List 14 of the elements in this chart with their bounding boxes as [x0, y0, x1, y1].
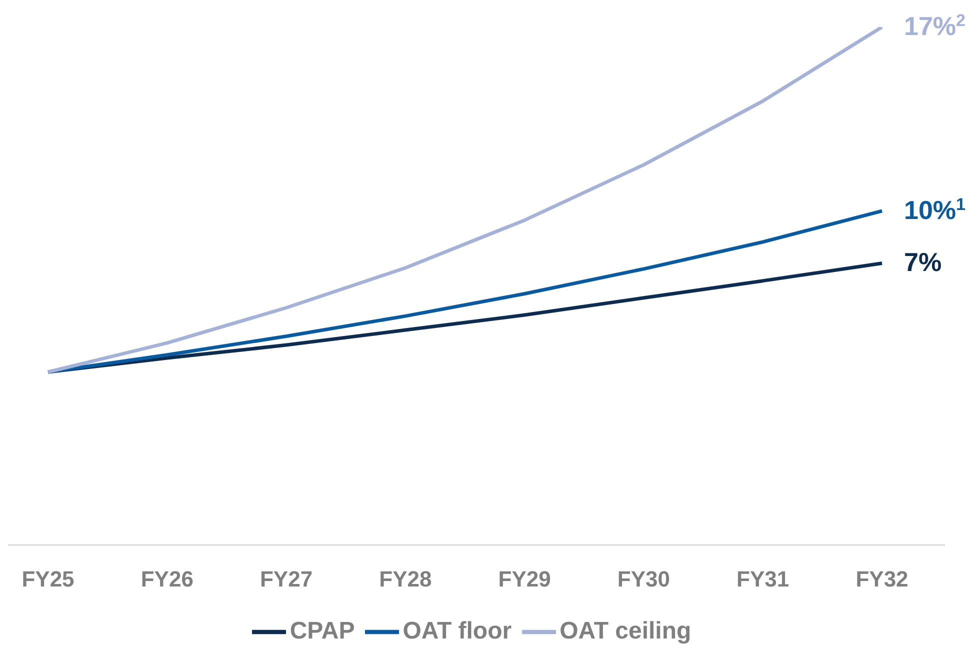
- x-tick-label: FY31: [736, 566, 790, 592]
- x-tick-label: FY29: [498, 566, 551, 592]
- annotation: 10%$^{1}$: [904, 194, 966, 225]
- x-tick-label: FY25: [22, 566, 74, 592]
- x-tick-label: FY30: [617, 566, 670, 592]
- x-tick-label: FY28: [379, 566, 432, 592]
- annotation: 7%: [904, 247, 942, 278]
- x-tick-label: FY32: [856, 566, 908, 592]
- legend-label: OAT ceiling: [560, 617, 692, 644]
- annotation: 17%$^{2}$: [904, 10, 966, 41]
- x-tick-label: FY27: [260, 566, 313, 592]
- x-tick-label: FY26: [140, 566, 194, 592]
- legend-label: OAT floor: [402, 617, 512, 644]
- legend-label: CPAP: [290, 617, 355, 644]
